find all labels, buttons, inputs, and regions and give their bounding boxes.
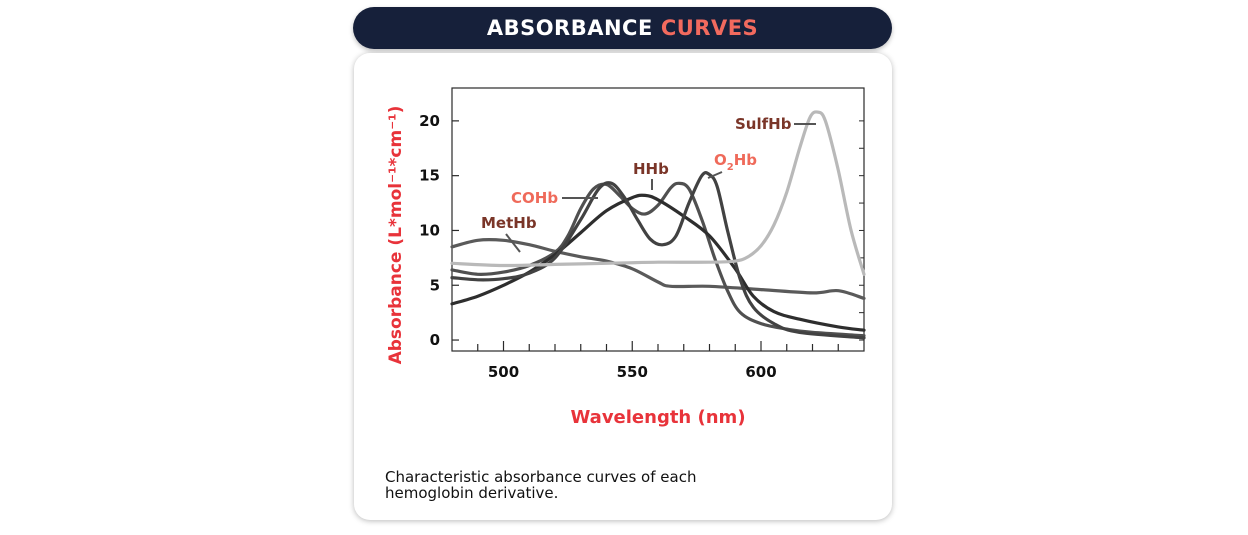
x-tick-label: 550 xyxy=(617,363,648,381)
y-tick-label: 5 xyxy=(430,276,440,294)
y-tick-label: 0 xyxy=(430,331,440,349)
plot-frame xyxy=(451,87,865,352)
x-tick-label: 500 xyxy=(488,363,519,381)
x-axis-title: Wavelength (nm) xyxy=(570,407,745,428)
y-axis-title: Absorbance (L*mol⁻¹*cm⁻¹) xyxy=(386,106,406,365)
x-tick-label: 600 xyxy=(745,363,776,381)
y-tick-label: 15 xyxy=(419,167,440,185)
title-main: ABSORBANCE xyxy=(486,16,653,40)
series-label-methb: MetHb xyxy=(481,214,537,232)
y-tick-label: 10 xyxy=(419,221,440,239)
series-label-cohb: COHb xyxy=(511,189,558,207)
chart-caption: Characteristic absorbance curves of each… xyxy=(385,468,697,502)
title-accent: CURVES xyxy=(660,16,759,40)
series-label-hhb: HHb xyxy=(633,160,669,178)
leader-o2hb xyxy=(707,171,723,179)
y-tick-label: 20 xyxy=(419,112,440,130)
page-title: ABSORBANCE CURVES xyxy=(353,7,892,49)
leader-methb xyxy=(505,233,521,253)
series-label-sulfhb: SulfHb xyxy=(735,115,792,133)
series-line-sulfhb xyxy=(450,110,866,276)
series-label-o2hb: O2Hb xyxy=(714,151,757,173)
series-line-cohb xyxy=(450,181,866,338)
